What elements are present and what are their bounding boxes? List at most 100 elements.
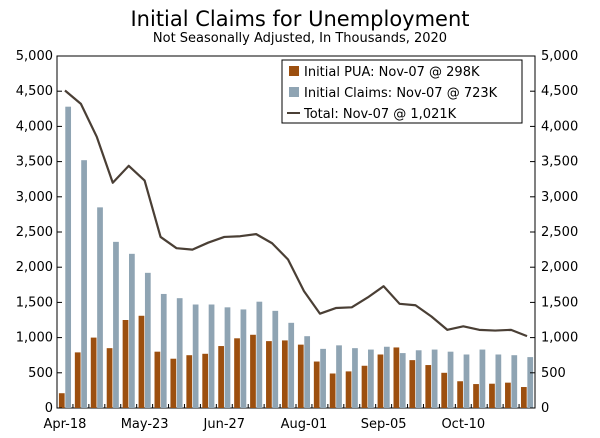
bar-pua bbox=[281, 340, 288, 408]
bar-initial-claims bbox=[447, 351, 454, 408]
y-tick-label-left: 3,000 bbox=[16, 190, 53, 205]
right-axis: 0 500 1,000 1,500 2,000 2,500 3,000 3,500 4,000 4… bbox=[530, 49, 578, 416]
bar-initial-claims bbox=[272, 310, 279, 408]
legend-box bbox=[281, 59, 523, 124]
y-tick-label-left: 500 bbox=[28, 366, 53, 381]
bar-initial-claims bbox=[399, 353, 406, 408]
bar-pua bbox=[425, 365, 432, 408]
bar-initial-claims bbox=[495, 354, 502, 408]
bar-initial-claims bbox=[208, 304, 215, 408]
bar-initial-claims bbox=[160, 293, 167, 408]
bar-pua bbox=[393, 347, 400, 408]
bar-pua bbox=[520, 387, 527, 408]
bar-initial-claims bbox=[415, 350, 422, 408]
bar-pua bbox=[266, 341, 272, 408]
bar-initial-claims bbox=[383, 346, 390, 408]
bar-pua bbox=[90, 337, 97, 408]
bars-layer bbox=[58, 106, 534, 409]
left-axis: 0 500 1,000 1,500 2,000 2,500 3,000 3,500 4,000 4… bbox=[16, 49, 62, 416]
y-tick-label-left: 4,500 bbox=[16, 84, 53, 99]
x-tick-label: May-23 bbox=[121, 417, 169, 432]
y-tick-label-right: 4,000 bbox=[541, 119, 578, 134]
bar-pua bbox=[74, 352, 81, 408]
x-tick-label: Apr-18 bbox=[44, 417, 87, 432]
y-tick-label-right: 2,000 bbox=[541, 260, 578, 275]
bar-initial-claims bbox=[97, 207, 103, 408]
y-tick-label-right: 3,500 bbox=[541, 155, 578, 170]
bar-initial-claims bbox=[144, 272, 151, 408]
bar-initial-claims bbox=[527, 357, 534, 408]
y-tick-label-right: 2,500 bbox=[541, 225, 578, 240]
y-tick-label-right: 4,500 bbox=[541, 84, 578, 99]
legend-swatch-pua bbox=[289, 66, 299, 76]
bar-initial-claims bbox=[479, 349, 486, 408]
y-tick-label-left: 3,500 bbox=[16, 155, 53, 170]
bar-pua bbox=[377, 354, 384, 408]
y-tick-label-right: 3,000 bbox=[541, 190, 578, 205]
bar-pua bbox=[106, 348, 113, 408]
bar-pua bbox=[218, 346, 224, 408]
bar-pua bbox=[505, 382, 511, 408]
bar-initial-claims bbox=[352, 348, 358, 408]
bar-pua bbox=[457, 381, 463, 408]
bar-pua bbox=[329, 373, 336, 408]
y-tick-label-left: 1,000 bbox=[16, 331, 53, 346]
legend-label-total: Total: Nov-07 @ 1,021K bbox=[303, 107, 457, 122]
y-tick-label-left: 1,500 bbox=[16, 295, 53, 310]
x-tick-label: Sep-05 bbox=[361, 417, 407, 432]
bar-initial-claims bbox=[176, 298, 183, 408]
bar-initial-claims bbox=[256, 301, 263, 408]
y-tick-label-left: 2,000 bbox=[16, 260, 53, 275]
line-total bbox=[64, 89, 528, 338]
legend-label-pua: Initial PUA: Nov-07 @ 298K bbox=[304, 65, 480, 80]
bar-pua bbox=[202, 353, 209, 408]
bar-pua bbox=[250, 334, 256, 408]
bar-initial-claims bbox=[304, 336, 311, 408]
legend-swatch-initial-claims bbox=[289, 87, 299, 97]
bar-pua bbox=[138, 315, 145, 408]
y-tick-label-left: 0 bbox=[45, 401, 53, 416]
plot-area: 0 500 1,000 1,500 2,000 2,500 3,000 3,500 4,000 4… bbox=[16, 49, 578, 432]
bar-initial-claims bbox=[320, 348, 326, 408]
x-tick-label: Aug-01 bbox=[281, 417, 328, 432]
x-tick-label: Jun-27 bbox=[203, 417, 246, 432]
line-layer bbox=[64, 89, 528, 338]
bar-pua bbox=[297, 344, 304, 408]
bar-initial-claims bbox=[463, 354, 470, 408]
bar-initial-claims bbox=[113, 241, 119, 408]
bar-pua bbox=[58, 393, 65, 408]
bar-initial-claims bbox=[192, 304, 199, 408]
x-axis: Apr-18 May-23 Jun-27 Aug-01 Sep-05 Oct-10 bbox=[44, 404, 536, 432]
y-tick-label-left: 5,000 bbox=[16, 49, 53, 64]
bar-pua bbox=[489, 383, 495, 408]
y-tick-label-left: 2,500 bbox=[16, 225, 53, 240]
bar-pua bbox=[361, 365, 368, 408]
bar-initial-claims bbox=[129, 253, 135, 408]
bar-initial-claims bbox=[224, 307, 231, 408]
legend-label-initial-claims: Initial Claims: Nov-07 @ 723K bbox=[304, 86, 498, 101]
x-tick-label: Oct-10 bbox=[441, 417, 485, 432]
bar-initial-claims bbox=[288, 322, 295, 408]
bar-initial-claims bbox=[431, 349, 438, 408]
chart-title: Initial Claims for Unemployment bbox=[130, 7, 469, 31]
bar-initial-claims bbox=[368, 349, 374, 408]
bar-pua bbox=[409, 360, 416, 408]
bar-pua bbox=[473, 384, 479, 408]
y-tick-label-right: 5,000 bbox=[541, 49, 578, 64]
bar-pua bbox=[170, 358, 177, 408]
y-tick-label-right: 500 bbox=[541, 366, 566, 381]
bar-pua bbox=[186, 355, 193, 408]
bar-initial-claims bbox=[511, 355, 518, 408]
bar-initial-claims bbox=[81, 160, 87, 408]
bar-initial-claims bbox=[336, 345, 342, 408]
bar-pua bbox=[122, 320, 129, 408]
bar-pua bbox=[154, 351, 161, 408]
y-tick-label-left: 4,000 bbox=[16, 119, 53, 134]
y-tick-label-right: 0 bbox=[541, 401, 549, 416]
y-tick-label-right: 1,000 bbox=[541, 331, 578, 346]
bar-pua bbox=[441, 372, 448, 408]
chart-subtitle: Not Seasonally Adjusted, In Thousands, 2… bbox=[153, 31, 447, 46]
bar-pua bbox=[234, 338, 240, 408]
bar-initial-claims bbox=[65, 106, 72, 409]
